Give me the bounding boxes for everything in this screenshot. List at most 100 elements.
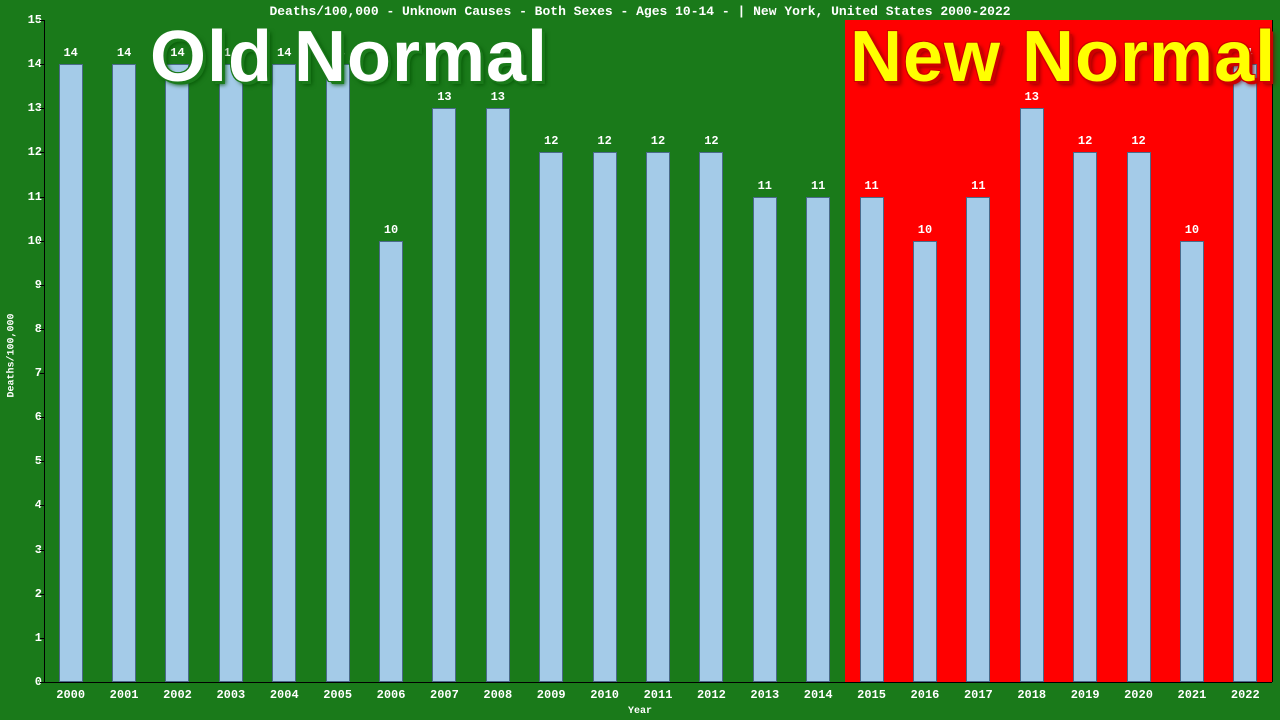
bar-value-label: 11: [953, 179, 1003, 193]
bar: [486, 108, 510, 682]
x-axis-label: Year: [0, 706, 1280, 717]
x-tick-label: 2019: [1060, 688, 1110, 702]
bar: [272, 64, 296, 682]
bar: [699, 152, 723, 682]
plot-area: 1414141414141013131212121211111110111312…: [44, 20, 1272, 682]
x-tick-label: 2009: [526, 688, 576, 702]
bar-value-label: 12: [686, 134, 736, 148]
x-tick-label: 2001: [99, 688, 149, 702]
right-axis-line: [1272, 20, 1273, 682]
bar-value-label: 10: [1167, 223, 1217, 237]
bar: [1073, 152, 1097, 682]
y-tick-label: 11: [18, 190, 42, 204]
y-tick-label: 9: [18, 278, 42, 292]
bar-value-label: 11: [847, 179, 897, 193]
y-tick-label: 5: [18, 454, 42, 468]
bar-value-label: 14: [46, 46, 96, 60]
x-tick-label: 2004: [259, 688, 309, 702]
y-tick-label: 12: [18, 145, 42, 159]
bar-value-label: 10: [366, 223, 416, 237]
y-tick-mark: [40, 20, 44, 21]
x-tick-label: 2011: [633, 688, 683, 702]
y-tick-label: 4: [18, 498, 42, 512]
bar-value-label: 12: [580, 134, 630, 148]
y-tick-mark: [40, 461, 44, 462]
chart-container: Deaths/100,000 - Unknown Causes - Both S…: [0, 0, 1280, 720]
x-tick-label: 2013: [740, 688, 790, 702]
y-tick-label: 1: [18, 631, 42, 645]
bar: [1127, 152, 1151, 682]
overlay-new-normal: New Normal: [850, 16, 1276, 98]
y-tick-mark: [40, 682, 44, 683]
bar: [646, 152, 670, 682]
y-axis-label: Deaths/100,000: [7, 306, 18, 406]
bar-value-label: 12: [1060, 134, 1110, 148]
x-tick-label: 2021: [1167, 688, 1217, 702]
bar: [593, 152, 617, 682]
y-tick-label: 2: [18, 587, 42, 601]
bar: [1233, 64, 1257, 682]
x-tick-label: 2003: [206, 688, 256, 702]
bar: [326, 64, 350, 682]
x-tick-label: 2006: [366, 688, 416, 702]
y-tick-label: 13: [18, 101, 42, 115]
y-tick-mark: [40, 241, 44, 242]
y-tick-mark: [40, 550, 44, 551]
y-axis-line: [44, 20, 45, 682]
bar-value-label: 14: [99, 46, 149, 60]
bar: [432, 108, 456, 682]
x-tick-label: 2016: [900, 688, 950, 702]
x-tick-label: 2010: [580, 688, 630, 702]
bar: [860, 197, 884, 682]
bar-value-label: 11: [740, 179, 790, 193]
y-tick-mark: [40, 152, 44, 153]
bar-value-label: 12: [526, 134, 576, 148]
y-tick-label: 0: [18, 675, 42, 689]
bar: [753, 197, 777, 682]
y-tick-mark: [40, 505, 44, 506]
bar: [219, 64, 243, 682]
bar: [112, 64, 136, 682]
x-tick-label: 2012: [686, 688, 736, 702]
y-tick-mark: [40, 329, 44, 330]
x-tick-label: 2007: [419, 688, 469, 702]
y-tick-label: 6: [18, 410, 42, 424]
bar: [1020, 108, 1044, 682]
x-tick-label: 2018: [1007, 688, 1057, 702]
x-tick-label: 2022: [1220, 688, 1270, 702]
y-tick-label: 8: [18, 322, 42, 336]
overlay-old-normal: Old Normal: [150, 16, 548, 98]
bars-layer: 1414141414141013131212121211111110111312…: [44, 20, 1272, 682]
x-tick-label: 2005: [313, 688, 363, 702]
y-tick-label: 3: [18, 543, 42, 557]
y-tick-mark: [40, 197, 44, 198]
y-tick-label: 10: [18, 234, 42, 248]
x-axis-line: [44, 682, 1272, 683]
x-tick-label: 2002: [152, 688, 202, 702]
x-tick-label: 2014: [793, 688, 843, 702]
bar-value-label: 12: [1114, 134, 1164, 148]
x-tick-label: 2017: [953, 688, 1003, 702]
bar: [165, 64, 189, 682]
y-tick-mark: [40, 64, 44, 65]
x-tick-label: 2015: [847, 688, 897, 702]
y-tick-label: 14: [18, 57, 42, 71]
y-tick-mark: [40, 594, 44, 595]
bar-value-label: 12: [633, 134, 683, 148]
bar: [379, 241, 403, 682]
y-tick-mark: [40, 417, 44, 418]
x-tick-label: 2000: [46, 688, 96, 702]
bar: [539, 152, 563, 682]
bar-value-label: 10: [900, 223, 950, 237]
y-tick-mark: [40, 285, 44, 286]
y-tick-mark: [40, 373, 44, 374]
y-tick-label: 7: [18, 366, 42, 380]
y-tick-mark: [40, 638, 44, 639]
bar-value-label: 11: [793, 179, 843, 193]
bar: [59, 64, 83, 682]
bar: [966, 197, 990, 682]
x-tick-label: 2020: [1114, 688, 1164, 702]
bar: [1180, 241, 1204, 682]
y-tick-mark: [40, 108, 44, 109]
bar: [806, 197, 830, 682]
